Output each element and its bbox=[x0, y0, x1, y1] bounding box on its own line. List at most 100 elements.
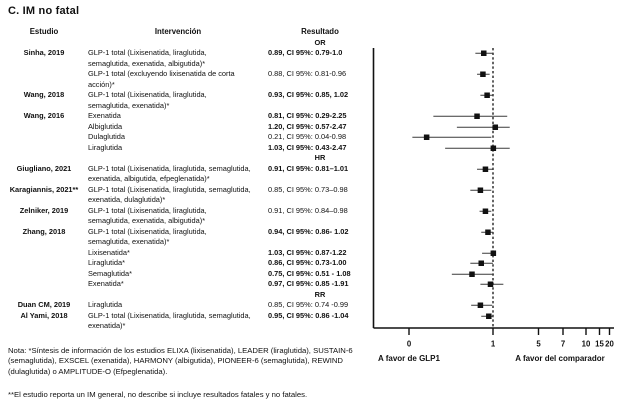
effect-marker bbox=[474, 113, 480, 119]
intervention-cell: Exenatida bbox=[88, 111, 121, 120]
effect-marker bbox=[477, 302, 484, 308]
table-row: Zelniker, 2019 GLP-1 total (Lixisenatida,… bbox=[0, 206, 372, 227]
measure-label: HR bbox=[314, 153, 326, 162]
table-row: Wang, 2018 GLP-1 total (Lixisenatida, lir… bbox=[0, 90, 372, 111]
table-row: Semaglutida* 0.75, CI 95%: 0.51 - 1.08 bbox=[0, 269, 372, 280]
intervention-cell: Liraglutida bbox=[88, 300, 123, 309]
effect-marker bbox=[478, 260, 484, 266]
study-cell: Al Yami, 2018 bbox=[20, 310, 68, 320]
tick-label: 1 bbox=[491, 340, 496, 349]
result-cell: 0.75, CI 95%: 0.51 - 1.08 bbox=[268, 268, 351, 278]
result-cell: 0.85, CI 95%: 0.73–0.98 bbox=[268, 184, 348, 194]
favor-left-label: A favor de GLP1 bbox=[378, 354, 440, 363]
study-cell: Duan CM, 2019 bbox=[17, 300, 71, 309]
favor-right-label: A favor del comparador bbox=[515, 354, 605, 363]
effect-marker bbox=[486, 313, 492, 319]
table-row: Lixisenatida* 1.03, CI 95%: 0.87-1.22 bbox=[0, 248, 372, 259]
table-row: Liraglutida 1.03, CI 95%: 0.43-2.47 bbox=[0, 143, 372, 154]
result-cell: 0.86, CI 95%: 0.73-1.00 bbox=[268, 258, 347, 267]
effect-marker bbox=[482, 166, 489, 172]
measure-label: RR bbox=[314, 289, 326, 299]
result-cell: 1.03, CI 95%: 0.87-1.22 bbox=[268, 247, 347, 257]
result-cell: 0.91, CI 95%: 0.81–1.01 bbox=[268, 163, 349, 173]
effect-marker bbox=[480, 71, 486, 77]
footnote-im-general: **El estudio reporta un IM general, no d… bbox=[8, 390, 308, 399]
effect-marker bbox=[490, 145, 497, 151]
table-row: Exenatida* 0.97, CI 95%: 0.85 -1.91 bbox=[0, 279, 372, 290]
effect-marker bbox=[469, 271, 475, 277]
measure-row: RR bbox=[0, 290, 372, 301]
table-header-row: Estudio Intervención Resultado bbox=[0, 27, 372, 38]
intervention-cell: GLP-1 total (Lixisenatida, liraglutida, … bbox=[88, 205, 207, 226]
tick-label: 5 bbox=[536, 340, 541, 349]
intervention-cell: Semaglutida* bbox=[88, 268, 132, 278]
effect-marker bbox=[423, 134, 430, 140]
measure-row: HR bbox=[0, 153, 372, 164]
intervention-cell: GLP-1 total (Lixisenatida, liraglutida, … bbox=[88, 184, 251, 205]
result-cell: 0.97, CI 95%: 0.85 -1.91 bbox=[268, 279, 349, 288]
effect-marker bbox=[487, 281, 494, 287]
study-cell: Wang, 2016 bbox=[23, 111, 65, 120]
figure-title: C. IM no fatal bbox=[8, 5, 80, 17]
tick-label: 15 bbox=[595, 340, 604, 349]
result-cell: 0.85, CI 95%: 0.74 -0.99 bbox=[268, 300, 349, 309]
table-row: GLP-1 total (excluyendo lixisenatida de … bbox=[0, 69, 372, 90]
measure-row: OR bbox=[0, 38, 372, 49]
table-row: Sinha, 2019 GLP-1 total (Lixisenatida, li… bbox=[0, 48, 372, 69]
study-cell: Sinha, 2019 bbox=[23, 48, 65, 57]
table-row: Dulaglutida 0.21, CI 95%: 0.04-0.98 bbox=[0, 132, 372, 143]
result-cell: 0.94, CI 95%: 0.86- 1.02 bbox=[268, 226, 349, 236]
table-row: Al Yami, 2018 GLP-1 total (Lixisenatida, … bbox=[0, 311, 372, 332]
table-row: Zhang, 2018 GLP-1 total (Lixisenatida, li… bbox=[0, 227, 372, 248]
effect-marker bbox=[481, 50, 487, 56]
col-header-intervencion: Intervención bbox=[154, 27, 202, 36]
tick-label: 20 bbox=[605, 340, 614, 349]
table-row: Albiglutida 1.20, CI 95%: 0.57-2.47 bbox=[0, 122, 372, 133]
result-cell: 0.93, CI 95%: 0.85, 1.02 bbox=[268, 90, 349, 99]
intervention-cell: GLP-1 total (Lixisenatida, liraglutida, … bbox=[88, 48, 207, 68]
footnote-synthesis: Nota: *Síntesis de información de los es… bbox=[8, 346, 353, 376]
intervention-cell: GLP-1 total (Lixisenatida, liraglutida, … bbox=[88, 226, 207, 247]
intervention-cell: Lixisenatida* bbox=[88, 247, 130, 257]
study-cell: Wang, 2018 bbox=[23, 90, 65, 99]
effect-marker bbox=[485, 229, 491, 235]
table-row: Wang, 2016 Exenatida 0.81, CI 95%: 0.29-2.… bbox=[0, 111, 372, 122]
study-table: Estudio Intervención Resultado OR Sinha, … bbox=[0, 27, 372, 332]
result-cell: 0.21, CI 95%: 0.04-0.98 bbox=[268, 132, 347, 141]
study-cell: Karagiannis, 2021** bbox=[9, 184, 79, 194]
intervention-cell: Dulaglutida bbox=[88, 132, 125, 141]
intervention-cell: Albiglutida bbox=[88, 121, 123, 131]
result-cell: 1.03, CI 95%: 0.43-2.47 bbox=[268, 142, 347, 152]
effect-marker bbox=[492, 124, 499, 130]
col-header-resultado: Resultado bbox=[301, 27, 339, 36]
table-row: Giugliano, 2021 GLP-1 total (Lixisenatida… bbox=[0, 164, 372, 185]
effect-marker bbox=[477, 187, 484, 193]
result-cell: 0.91, CI 95%: 0.84–0.98 bbox=[268, 205, 348, 215]
measure-label: OR bbox=[314, 37, 326, 47]
study-cell: Zelniker, 2019 bbox=[19, 205, 69, 215]
tick-label: 0 bbox=[407, 340, 412, 349]
effect-marker bbox=[484, 92, 490, 98]
result-cell: 0.89, CI 95%: 0.79-1.0 bbox=[268, 48, 343, 57]
intervention-cell: Liraglutida bbox=[88, 142, 123, 152]
table-row: Liraglutida* 0.86, CI 95%: 0.73-1.00 bbox=[0, 258, 372, 269]
result-cell: 0.95, CI 95%: 0.86 -1.04 bbox=[268, 310, 349, 320]
effect-marker bbox=[482, 208, 489, 214]
study-cell: Zhang, 2018 bbox=[22, 226, 66, 236]
intervention-cell: GLP-1 total (Lixisenatida, liraglutida, … bbox=[88, 310, 251, 331]
intervention-cell: Exenatida* bbox=[88, 279, 124, 288]
study-cell: Giugliano, 2021 bbox=[16, 163, 72, 173]
table-row: Duan CM, 2019 Liraglutida 0.85, CI 95%: 0.… bbox=[0, 300, 372, 311]
tick-label: 7 bbox=[561, 340, 565, 349]
table-row: Karagiannis, 2021** GLP-1 total (Lixisena… bbox=[0, 185, 372, 206]
result-cell: 0.81, CI 95%: 0.29-2.25 bbox=[268, 111, 347, 120]
effect-marker bbox=[490, 250, 497, 256]
col-header-estudio: Estudio bbox=[29, 27, 59, 36]
intervention-cell: GLP-1 total (Lixisenatida, liraglutida, … bbox=[88, 90, 207, 110]
intervention-cell: GLP-1 total (Lixisenatida, liraglutida, … bbox=[88, 163, 251, 184]
intervention-cell: GLP-1 total (excluyendo lixisenatida de … bbox=[88, 69, 235, 89]
result-cell: 1.20, CI 95%: 0.57-2.47 bbox=[268, 121, 347, 131]
tick-label: 10 bbox=[582, 340, 591, 349]
